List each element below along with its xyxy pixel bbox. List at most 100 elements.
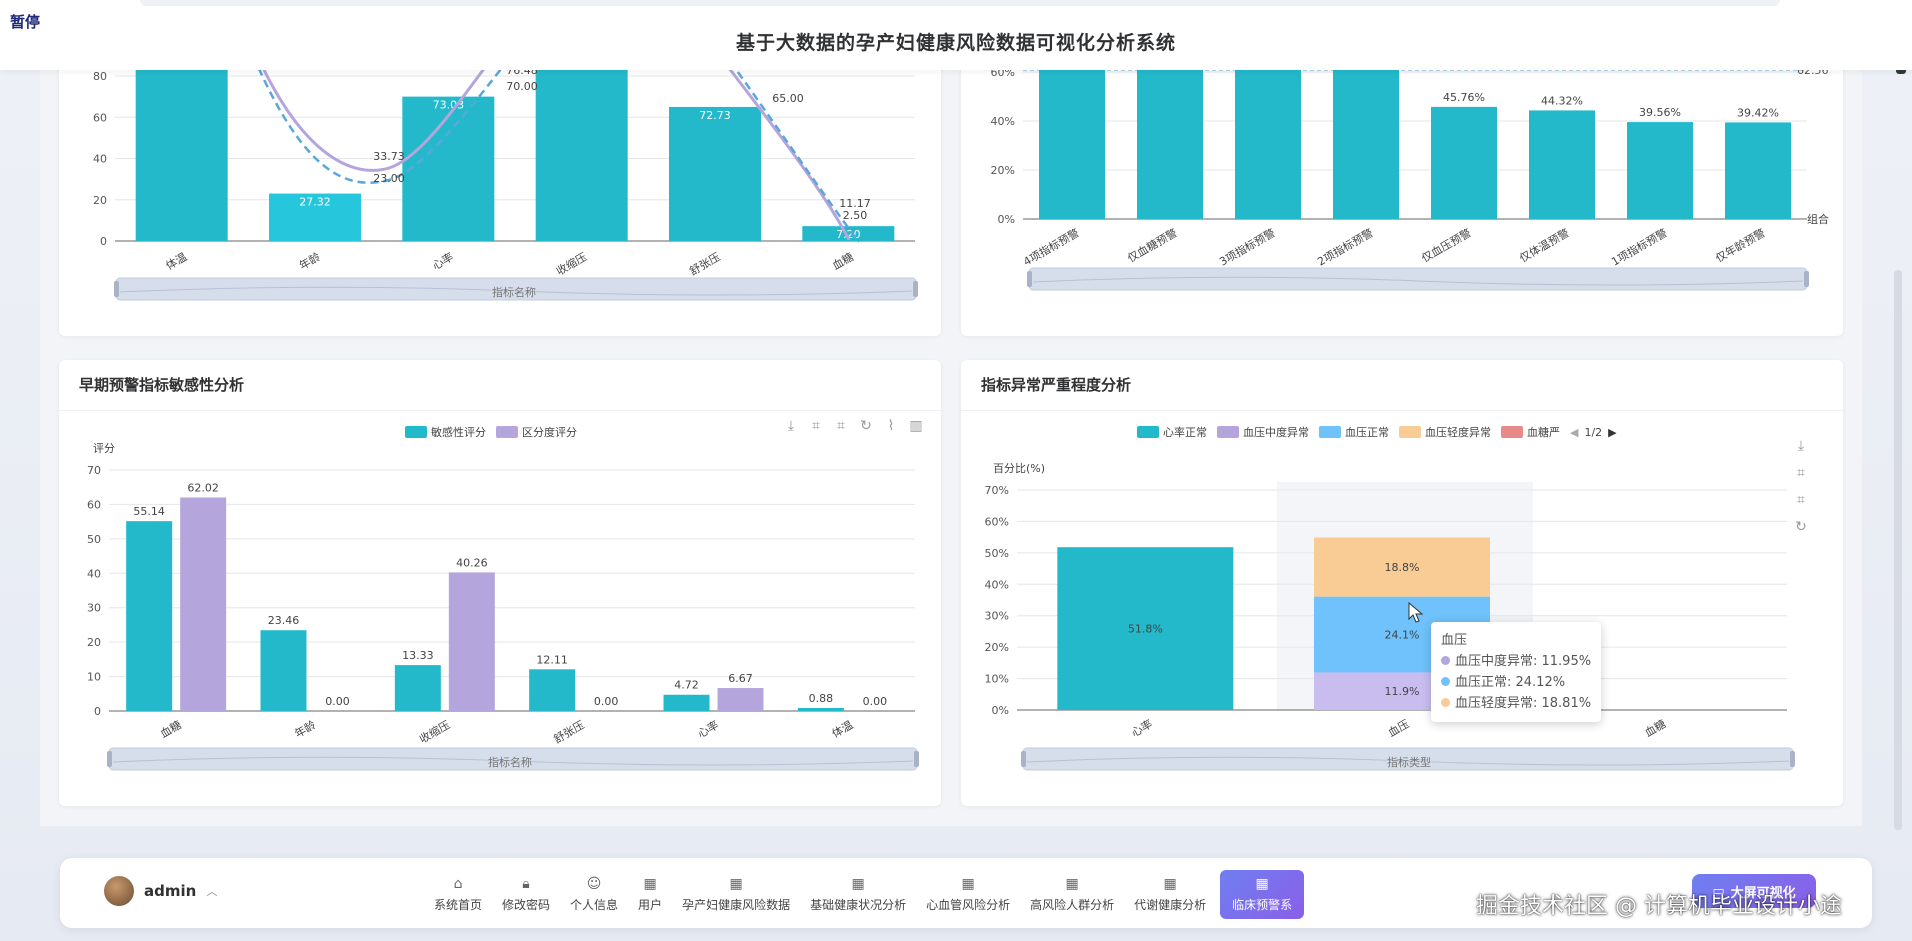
bar [1725, 122, 1791, 219]
nav-item[interactable]: ⌂ 系统首页 [428, 870, 488, 919]
legend-item[interactable]: 心率正常 [1137, 424, 1207, 440]
x-tick-label: 收缩压 [417, 717, 453, 746]
legend: 敏感性评分 区分度评分 [405, 424, 577, 440]
pause-label[interactable]: 暂停 [10, 13, 41, 31]
bar [448, 572, 495, 711]
grid-icon: ▦ [961, 876, 975, 892]
legend-swatch [1217, 426, 1239, 438]
user-menu[interactable]: admin ︿ [104, 876, 217, 906]
legend-item[interactable]: 敏感性评分 [405, 424, 486, 440]
sensitivity-bar-chart: 评分 0 10 20 30 40 50 60 70 55.14 62.02 血糖 23.46 0.00 年龄… [87, 442, 919, 771]
prev-page-icon[interactable]: ◀ [1570, 425, 1579, 439]
legend-swatch [1137, 426, 1159, 438]
nav-item[interactable]: 🔒︎ 修改密码 [496, 870, 556, 919]
x-tick-label: 心率 [430, 249, 456, 272]
tooltip-dot [1441, 677, 1450, 686]
legend-pager: ◀ 1/2 ▶ [1570, 426, 1617, 439]
bar-chart-icon[interactable]: ▥ [909, 418, 923, 434]
y-tick-label: 30 [87, 602, 101, 615]
zoom-icon[interactable]: ⌗ [1797, 465, 1805, 481]
bar-data-label: 6.67 [728, 672, 753, 685]
bar [1137, 60, 1203, 219]
nav-item[interactable]: ▦ 代谢健康分析 [1128, 870, 1212, 919]
zoom-handle-left [1027, 271, 1032, 287]
bar-data-label: 0.00 [325, 695, 350, 708]
zoom-reset-icon[interactable]: ⌗ [837, 418, 845, 434]
main-nav: ⌂ 系统首页 🔒︎ 修改密码 ☺ 个人信息 ▦ 用户 ▦ 孕产妇健康风险数据 ▦ 基础健康状况分析 ▦ 心… [428, 870, 1312, 919]
y-tick-label: 20% [985, 641, 1009, 654]
legend-item[interactable]: 血糖严 [1501, 424, 1560, 440]
nav-item[interactable]: ▦ 用户 [632, 870, 668, 919]
legend-item[interactable]: 血压正常 [1319, 424, 1389, 440]
tooltip-row: 血压正常: 24.12% [1441, 672, 1591, 693]
chart-tooltip: 血压 血压中度异常: 11.95% 血压正常: 24.12% 血压轻度异常: 1… [1431, 622, 1602, 722]
bar [1333, 60, 1399, 219]
y-tick-label: 80 [93, 70, 107, 83]
line-chart-icon[interactable]: ⌇ [887, 418, 895, 434]
next-page-icon[interactable]: ▶ [1608, 425, 1617, 439]
nav-item-label: 临床预警系 [1232, 898, 1293, 912]
nav-item[interactable]: ▦ 孕产妇健康风险数据 [676, 870, 796, 919]
legend-item[interactable]: 血压轻度异常 [1399, 424, 1491, 440]
legend-label: 血糖严 [1527, 426, 1560, 439]
bar [1627, 122, 1693, 219]
legend-item[interactable]: 区分度评分 [496, 424, 577, 440]
y-tick-label: 20 [93, 194, 107, 207]
nav-item[interactable]: ▦ 临床预警系 [1220, 870, 1305, 919]
bar-data-label: 39.56% [1639, 106, 1681, 119]
divider [961, 410, 1843, 411]
x-tick-label: 4项指标预警 [1021, 225, 1082, 268]
bar-data-label: 13.33 [402, 649, 434, 662]
legend-page-label: 1/2 [1584, 425, 1603, 439]
bar [529, 669, 576, 711]
bar-data-label: 0.88 [809, 692, 834, 705]
tooltip-dot [1441, 698, 1450, 707]
user-name: admin [144, 882, 197, 900]
legend-item[interactable]: 血压中度异常 [1217, 424, 1309, 440]
download-icon[interactable]: ⤓ [1797, 438, 1805, 454]
nav-item-label: 孕产妇健康风险数据 [682, 898, 791, 912]
bar-data-label: 12.11 [536, 653, 568, 666]
nav-item[interactable]: ▦ 基础健康状况分析 [804, 870, 912, 919]
bar-data-label: 23.46 [268, 614, 300, 627]
nav-item[interactable]: ▦ 高风险人群分析 [1024, 870, 1120, 919]
line-data-label: 23.00 [373, 172, 405, 185]
scrollbar[interactable] [1894, 270, 1902, 830]
grid-icon: ▦ [643, 876, 657, 892]
big-screen-label: 大屏可视化 [1730, 885, 1796, 901]
y-tick-label: 60 [93, 111, 107, 124]
grid-icon: ▦ [1163, 876, 1177, 892]
zoom-icon[interactable]: ⌗ [812, 418, 820, 434]
zoom-reset-icon[interactable]: ⌗ [1797, 492, 1805, 508]
legend-swatch [1399, 426, 1421, 438]
segment-data-label: 24.1% [1385, 629, 1420, 642]
bar [1235, 60, 1301, 219]
tooltip-title: 血压 [1441, 633, 1468, 648]
chart-toolbox: ⤓ ⌗ ⌗ ↻ ⌇ ▥ [783, 418, 924, 434]
zoom-handle-right [914, 751, 919, 767]
legend-label: 血压正常 [1345, 426, 1389, 439]
nav-item-label: 个人信息 [570, 898, 619, 912]
x-tick-label: 心率 [1129, 716, 1155, 739]
refresh-icon[interactable]: ↻ [1795, 519, 1807, 535]
zoom-handle-left [114, 281, 119, 297]
tooltip-row-text: 血压轻度异常: 18.81% [1455, 696, 1592, 711]
bar [797, 707, 844, 711]
nav-item[interactable]: ☺ 个人信息 [564, 870, 624, 919]
bar [663, 694, 710, 711]
y-tick-label: 50% [985, 547, 1009, 560]
nav-item[interactable]: ▦ 心血管风险分析 [920, 870, 1016, 919]
refresh-icon[interactable]: ↻ [860, 418, 872, 434]
bar-data-label: 55.14 [133, 505, 165, 518]
severity-stacked-chart: 百分比(%)0%10%20%30%40%50%60%70%心率 血压 血糖51.8%… [985, 462, 1795, 771]
big-screen-button[interactable]: ▭ 大屏可视化 [1692, 874, 1816, 908]
series-line [244, 30, 515, 172]
nav-item-label: 心血管风险分析 [926, 898, 1011, 912]
page-title: 基于大数据的孕产妇健康风险数据可视化分析系统 [735, 32, 1176, 54]
x-tick-label: 血压 [1385, 716, 1411, 739]
download-icon[interactable]: ⤓ [787, 418, 795, 434]
y-tick-label: 60% [985, 515, 1009, 528]
bar [1431, 106, 1497, 219]
data-zoom-preview [119, 286, 913, 296]
